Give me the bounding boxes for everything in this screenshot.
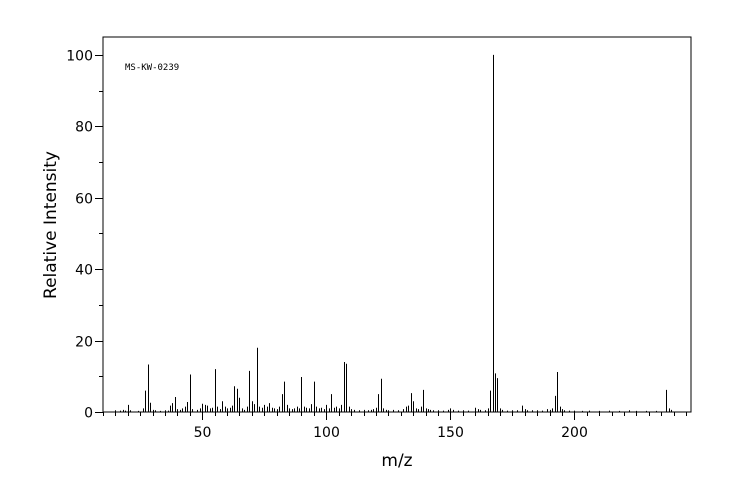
x-tick-label-50: 50	[194, 425, 212, 441]
x-tick-label-200: 200	[561, 425, 588, 441]
y-tick-label-20: 20	[75, 335, 93, 351]
spectrum-id-annotation: MS-KW-0239	[125, 63, 179, 73]
plot-frame	[102, 36, 692, 413]
y-tick-label-0: 0	[84, 406, 93, 422]
y-tick-label-100: 100	[66, 49, 93, 65]
peaks-group	[115, 54, 672, 412]
x-tick-label-150: 150	[437, 425, 464, 441]
x-axis-title: m/z	[381, 451, 412, 471]
y-tick-label-60: 60	[75, 192, 93, 208]
x-axis-ticks: 50 100 150 200	[194, 412, 588, 441]
y-tick-label-80: 80	[75, 120, 93, 136]
y-axis-title: Relative Intensity	[41, 151, 61, 299]
x-tick-label-100: 100	[313, 425, 340, 441]
x-minor-ticks	[103, 412, 687, 416]
y-tick-label-40: 40	[75, 263, 93, 279]
y-axis-ticks: 0 20 40 60 80 100	[66, 49, 103, 422]
